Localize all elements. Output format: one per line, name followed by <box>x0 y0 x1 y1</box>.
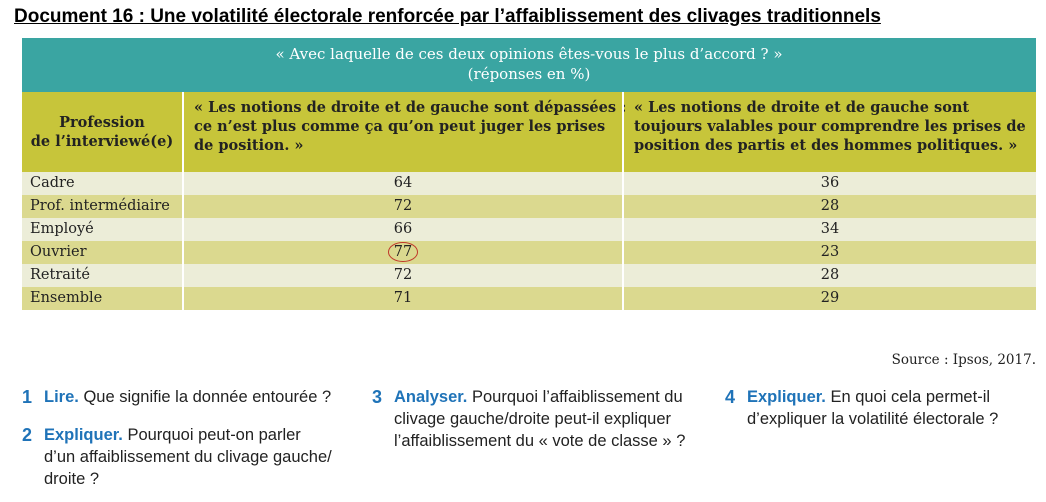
header-profession: Profession de l’interviewé(e) <box>30 114 174 150</box>
question-number: 2 <box>22 425 33 445</box>
cell-depassees: 72 <box>182 264 622 287</box>
question-number: 3 <box>372 387 383 407</box>
survey-table: « Avec laquelle de ces deux opinions ête… <box>22 38 1036 310</box>
cell-depassees: 64 <box>182 172 622 195</box>
cell-profession: Prof. intermédiaire <box>30 198 170 214</box>
table-header-row: Profession de l’interviewé(e) « Les noti… <box>22 92 1036 172</box>
cell-profession: Retraité <box>30 267 90 283</box>
cell-valables: 34 <box>622 218 1036 241</box>
table-row: Ouvrier 77 23 <box>22 241 1036 264</box>
table-banner: « Avec laquelle de ces deux opinions ête… <box>22 38 1036 92</box>
table-row: Prof. intermédiaire 72 28 <box>22 195 1036 218</box>
cell-depassees: 66 <box>182 218 622 241</box>
table-row: Ensemble 71 29 <box>22 287 1036 310</box>
question-number: 4 <box>725 387 736 407</box>
cell-valables: 28 <box>622 195 1036 218</box>
question-2: 2 Expliquer. Pourquoi peut-on parler d’u… <box>22 425 332 488</box>
question-4: 4 Expliquer. En quoi cela permet-il d’ex… <box>725 387 999 428</box>
question-number: 1 <box>22 387 33 407</box>
question-keyword: Expliquer. <box>747 388 826 406</box>
cell-profession: Ensemble <box>30 290 103 306</box>
question-keyword: Analyser. <box>394 388 468 406</box>
table-row: Employé 66 34 <box>22 218 1036 241</box>
cell-profession: Ouvrier <box>30 244 87 260</box>
question-3: 3 Analyser. Pourquoi l’affaiblissement d… <box>372 387 686 450</box>
cell-profession: Employé <box>30 221 94 237</box>
banner-unit: (réponses en %) <box>467 65 591 83</box>
cell-valables: 23 <box>622 241 1036 264</box>
cell-valables: 36 <box>622 172 1036 195</box>
cell-valables: 28 <box>622 264 1036 287</box>
header-depassees: « Les notions de droite et de gauche son… <box>182 92 626 172</box>
cell-profession: Cadre <box>30 175 75 191</box>
source-note: Source : Ipsos, 2017. <box>891 352 1036 368</box>
table-row: Retraité 72 28 <box>22 264 1036 287</box>
circled-value: 77 <box>387 242 419 262</box>
document-title: Document 16 : Une volatilité électorale … <box>14 6 881 27</box>
cell-depassees: 77 <box>182 241 622 264</box>
header-valables: « Les notions de droite et de gauche son… <box>622 92 1036 172</box>
question-keyword: Expliquer. <box>44 426 123 444</box>
cell-valables: 29 <box>622 287 1036 310</box>
question-1: 1 Lire. Que signifie la donnée entourée … <box>22 387 332 407</box>
cell-depassees: 72 <box>182 195 622 218</box>
table-row: Cadre 64 36 <box>22 172 1036 195</box>
question-keyword: Lire. <box>44 388 79 406</box>
banner-question: « Avec laquelle de ces deux opinions ête… <box>275 45 783 63</box>
cell-depassees: 71 <box>182 287 622 310</box>
